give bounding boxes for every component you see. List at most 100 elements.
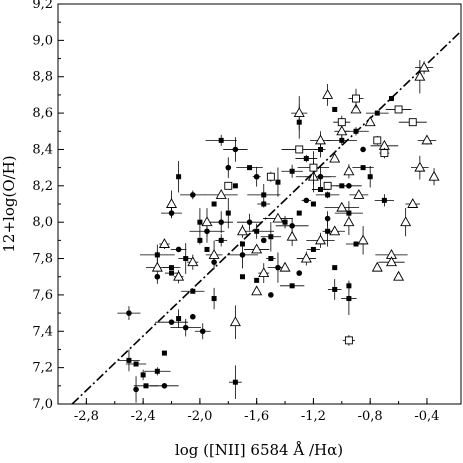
data-point-filled-circle	[260, 237, 267, 244]
data-point-open-triangle	[315, 234, 327, 245]
x-tick-label: -2,4	[131, 409, 156, 424]
data-point-open-square	[380, 149, 389, 158]
data-point-open-triangle	[166, 198, 178, 208]
data-point-filled-square	[176, 316, 182, 322]
x-tick-label: -2,8	[74, 409, 99, 424]
data-point-open-triangle	[357, 234, 369, 245]
y-tick-label: 7,4	[32, 324, 53, 339]
data-point-open-triangle	[279, 261, 291, 272]
data-point-filled-circle	[346, 183, 352, 189]
data-point-filled-square	[388, 96, 394, 102]
data-point-filled-square	[332, 265, 338, 271]
data-point-filled-square	[204, 246, 210, 252]
data-point-filled-square	[332, 106, 338, 112]
data-point-filled-circle	[289, 223, 295, 229]
data-point-filled-circle	[303, 197, 310, 204]
data-point-filled-square	[346, 296, 352, 302]
data-point-filled-circle	[133, 386, 139, 393]
plot-marks	[71, 30, 462, 405]
data-point-filled-square	[190, 288, 196, 294]
data-point-open-triangle	[407, 198, 419, 208]
y-tick-label: 8,4	[32, 142, 53, 157]
data-point-filled-circle	[324, 215, 331, 222]
data-point-open-triangle	[322, 88, 334, 99]
y-tick-label: 8,8	[32, 70, 53, 85]
data-point-open-triangle	[300, 252, 312, 263]
data-point-open-square	[224, 181, 233, 190]
data-point-filled-square	[169, 265, 175, 271]
data-point-filled-circle	[182, 324, 189, 331]
data-point-filled-square	[346, 283, 352, 289]
data-point-filled-square	[197, 219, 203, 225]
data-point-filled-square	[289, 283, 295, 289]
data-point-open-triangle	[315, 134, 327, 145]
y-tick-label: 8,6	[32, 106, 53, 121]
data-point-filled-square	[367, 174, 373, 180]
data-point-filled-circle	[218, 219, 224, 225]
data-point-filled-square	[218, 237, 224, 243]
data-point-open-triangle	[421, 134, 433, 145]
data-point-filled-circle	[168, 319, 175, 325]
data-point-filled-square	[332, 286, 338, 292]
data-point-filled-square	[126, 357, 132, 363]
data-point-open-triangle	[353, 188, 365, 199]
data-point-open-square	[266, 172, 275, 181]
data-point-filled-square	[275, 179, 281, 185]
data-point-filled-square	[254, 228, 260, 234]
data-point-filled-square	[318, 186, 324, 192]
y-tick-label: 8,2	[32, 179, 53, 194]
data-point-open-triangle	[414, 70, 426, 81]
data-point-open-triangle	[371, 261, 383, 272]
data-point-filled-circle	[161, 383, 168, 389]
data-point-open-square	[309, 163, 318, 172]
data-point-filled-square	[161, 350, 167, 356]
data-point-filled-square	[154, 368, 160, 374]
y-tick-label: 8,0	[32, 215, 53, 230]
data-point-filled-square	[360, 165, 366, 171]
data-point-filled-square	[381, 197, 387, 203]
data-point-filled-square	[169, 270, 175, 276]
data-point-open-triangle	[343, 216, 355, 227]
data-point-open-triangle	[201, 216, 213, 227]
data-point-filled-square	[239, 274, 245, 280]
data-point-filled-circle	[190, 192, 196, 198]
data-point-filled-circle	[246, 219, 253, 225]
y-tick-label: 7,8	[32, 252, 53, 267]
data-point-filled-square	[268, 256, 274, 262]
data-point-open-triangle	[208, 248, 220, 259]
data-point-filled-square	[225, 210, 231, 216]
x-tick-label: -0,8	[358, 409, 383, 424]
data-point-filled-square	[261, 192, 267, 198]
x-tick-label: -1,2	[301, 409, 326, 424]
data-point-filled-circle	[225, 164, 232, 171]
data-point-open-triangle	[286, 230, 298, 241]
data-point-filled-circle	[126, 310, 132, 316]
data-point-open-triangle	[336, 201, 348, 212]
data-point-filled-square	[254, 277, 260, 283]
y-tick-label: 9,2	[32, 0, 53, 12]
x-tick-label: -2,0	[187, 409, 212, 424]
data-point-open-triangle	[350, 103, 362, 114]
data-point-filled-circle	[268, 292, 274, 298]
data-point-open-triangle	[393, 270, 405, 281]
data-point-filled-square	[325, 192, 331, 198]
x-axis-title: log ([NII] 6584 Å /Hα)	[175, 441, 343, 459]
data-point-filled-square	[310, 201, 316, 207]
data-point-filled-square	[353, 128, 359, 134]
data-point-open-triangle	[293, 107, 305, 118]
data-point-filled-square	[197, 237, 203, 243]
data-point-open-triangle	[329, 152, 341, 163]
y-axis-title: 12+log(O/H)	[0, 155, 18, 252]
y-tick-label: 9,0	[32, 33, 53, 48]
data-point-filled-square	[247, 165, 253, 171]
data-point-open-triangle	[418, 61, 430, 72]
x-tick-label: -1,6	[244, 409, 269, 424]
data-point-open-triangle	[400, 216, 412, 227]
data-point-open-square	[373, 136, 382, 145]
data-point-open-triangle	[258, 267, 270, 278]
axis-ticks: -2,8 -2,4 -2,0 -1,6 -1,2 -0,8 -0,4 7,0 7,2 7,4 7,6…	[32, 0, 439, 424]
data-point-open-triangle	[385, 256, 397, 267]
data-point-filled-circle	[190, 313, 196, 320]
